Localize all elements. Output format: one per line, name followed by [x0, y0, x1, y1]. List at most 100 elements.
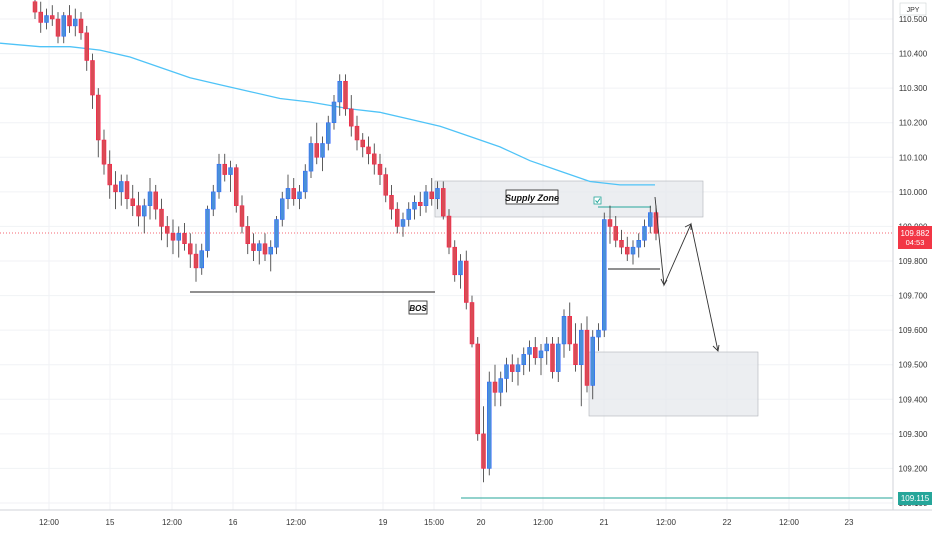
candle-body — [262, 243, 268, 255]
y-tick-label: 109.400 — [899, 395, 928, 404]
candle-body — [642, 226, 647, 241]
candle-body — [285, 188, 291, 200]
candle-body — [78, 18, 84, 34]
arrow-head-2 — [684, 223, 692, 230]
candle-body — [400, 219, 406, 227]
currency-label-bg — [899, 2, 927, 16]
x-tick-label: 16 — [229, 518, 238, 527]
candle-body — [389, 195, 394, 210]
candle-body — [418, 201, 423, 206]
candle-body — [469, 302, 475, 345]
candle-body — [487, 381, 492, 469]
candle-body — [625, 246, 630, 255]
candle-body — [331, 101, 337, 123]
candle-body — [193, 253, 199, 269]
candle-body — [153, 191, 158, 210]
candle-body — [648, 212, 653, 227]
candle-body — [337, 80, 342, 103]
annotation-lines — [0, 206, 893, 499]
y-tick-label: 109.500 — [899, 361, 928, 370]
candle-body — [50, 15, 55, 20]
candle-body — [475, 343, 480, 435]
y-tick-label: 109.700 — [899, 292, 928, 301]
candle-body — [205, 208, 210, 251]
price-tag-value: 109.882 — [901, 229, 930, 238]
supply-zone-label-bg — [505, 189, 559, 205]
candle-body — [297, 191, 302, 200]
candle-body — [222, 163, 227, 175]
candle-body — [584, 329, 590, 386]
y-tick-label: 110.500 — [899, 15, 928, 24]
candle-body — [492, 381, 498, 393]
candle-body — [452, 246, 457, 276]
candle-body — [165, 226, 170, 234]
y-tick-label: 109.300 — [899, 430, 928, 439]
candle-body — [504, 364, 509, 379]
candle-body — [159, 208, 164, 227]
candle-body — [429, 191, 434, 200]
bos-label-bg — [408, 300, 428, 315]
candle-body — [326, 122, 331, 144]
candle-body — [441, 188, 446, 217]
x-tick-label: 12:00 — [656, 518, 677, 527]
candle-body — [521, 354, 526, 365]
candle-body — [602, 219, 607, 331]
x-tick-label: 21 — [600, 518, 609, 527]
candle-body — [636, 240, 641, 248]
currency-label: JPY — [907, 7, 920, 14]
projection-path — [654, 196, 720, 352]
candle-body — [630, 246, 636, 255]
candle-body — [366, 146, 371, 155]
candle-body — [239, 205, 245, 227]
candle-body — [320, 143, 325, 158]
candle-body — [199, 250, 204, 269]
x-tick-label: 12:00 — [286, 518, 307, 527]
zones — [434, 180, 759, 417]
price-tag-bg — [898, 226, 932, 249]
x-tick-label: 12:00 — [162, 518, 183, 527]
candle-body — [561, 316, 567, 345]
checkmark-icon — [593, 196, 602, 205]
candle-body — [412, 201, 417, 210]
candle-body — [533, 347, 538, 359]
candle-body — [383, 174, 388, 196]
candle-body — [573, 343, 578, 365]
candle-body — [38, 11, 43, 23]
arrow-head-3 — [712, 344, 720, 352]
y-axis-ticks: 110.500 110.400 110.300 110.200 110.100 110.0… — [899, 15, 928, 508]
candle-body — [607, 219, 613, 227]
candle-body — [73, 18, 78, 27]
candle-body — [188, 243, 193, 255]
candle-body — [458, 260, 463, 276]
y-tick-label: 110.100 — [899, 153, 928, 162]
candle-body — [147, 191, 153, 206]
candle-body — [130, 198, 135, 206]
candle-body — [481, 433, 486, 469]
supply-zone-label: Supply Zone — [505, 193, 559, 203]
candle-body — [176, 233, 181, 241]
candle-body — [596, 329, 601, 338]
demand-zone-box — [588, 351, 759, 417]
candle-body — [107, 163, 112, 186]
y-tick-label: 110.200 — [899, 119, 928, 128]
support-tag-bg — [898, 492, 932, 505]
annotation-labels: Supply Zone BOS — [408, 189, 602, 315]
candle-body — [170, 233, 176, 241]
candle-body — [406, 208, 411, 220]
candle-body — [303, 170, 308, 193]
x-tick-label: 23 — [845, 518, 854, 527]
candle-body — [257, 243, 262, 251]
candle-body — [372, 153, 377, 165]
candle-body — [228, 167, 233, 175]
candle-body — [550, 343, 555, 372]
y-tick-label: 109.200 — [899, 464, 928, 473]
candle-body — [182, 233, 187, 244]
x-tick-label: 22 — [723, 518, 732, 527]
candles — [32, 0, 659, 483]
candle-body — [377, 163, 383, 175]
candle-body — [354, 125, 360, 141]
candle-body — [435, 188, 440, 200]
price-tag-countdown: 04:53 — [906, 238, 925, 247]
